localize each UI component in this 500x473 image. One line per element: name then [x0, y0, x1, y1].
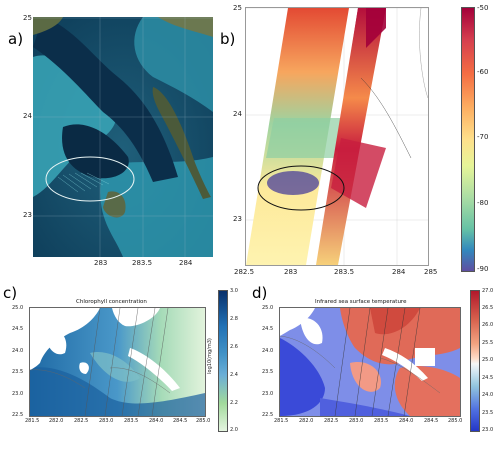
panel-d-ytick: 25.0	[262, 305, 274, 311]
sar-colorbar-tick: -90	[477, 265, 489, 273]
panel-d-label: d)	[252, 284, 268, 302]
panel-d-xtick: 283.5	[374, 418, 389, 424]
panel-c-ytick: 25.0	[12, 305, 24, 311]
panel-d-xtick: 282.5	[324, 418, 339, 424]
panel-d-xtick: 281.5	[274, 418, 289, 424]
sar-image-panel	[245, 7, 429, 266]
panel-c-ytick: 22.5	[12, 412, 24, 418]
panel-b-ytick: 23	[233, 215, 242, 223]
panel-c-title: Chlorophyll concentration	[76, 299, 147, 305]
chlorophyll-colorbar-tick: 2.2	[230, 400, 238, 406]
panel-a-xtick: 284	[179, 259, 193, 267]
panel-c-ytick: 23.5	[12, 369, 24, 375]
panel-d-ytick: 23.5	[262, 369, 274, 375]
panel-d-xtick: 284.5	[424, 418, 439, 424]
chlorophyll-colorbar-tick: 2.8	[230, 316, 238, 322]
sst-colorbar-tick: 27.0	[482, 288, 494, 294]
panel-c-xtick: 283.0	[99, 418, 114, 424]
panel-d-xtick: 284.0	[399, 418, 414, 424]
panel-a-xtick: 283.5	[132, 259, 153, 267]
panel-c-xtick: 284.5	[173, 418, 188, 424]
sst-colorbar-tick: 25.0	[482, 357, 494, 363]
sst-colorbar-tick: 23.5	[482, 410, 494, 416]
chlorophyll-colorbar-tick: 2.6	[230, 344, 238, 350]
panel-d-ytick: 24.0	[262, 348, 274, 354]
panel-c-xtick: 282.0	[49, 418, 64, 424]
sar-colorbar-tick: -80	[477, 199, 489, 207]
panel-d-title: Infrared sea surface temperature	[315, 299, 407, 305]
sst-map-panel	[279, 307, 461, 417]
panel-a-ytick: 23	[23, 211, 32, 219]
sst-colorbar-tick: 26.0	[482, 322, 494, 328]
panel-b-xtick: 282.5	[234, 268, 255, 276]
chlorophyll-map-panel	[29, 307, 206, 417]
panel-c-xtick: 281.5	[25, 418, 40, 424]
sst-map	[280, 308, 460, 416]
panel-b-ytick: 24	[233, 110, 242, 118]
panel-c-xtick: 285.0	[196, 418, 211, 424]
panel-c-xtick: 284.0	[149, 418, 164, 424]
panel-b-label: b)	[220, 30, 236, 48]
sar-colorbar	[461, 7, 475, 272]
sar-colorbar-tick: -50	[477, 4, 489, 12]
panel-b-xtick: 283.5	[334, 268, 355, 276]
panel-a-ytick: 25	[23, 14, 32, 22]
sst-colorbar-tick: 24.0	[482, 392, 494, 398]
sar-colorbar-tick: -60	[477, 68, 489, 76]
panel-b-ytick: 25	[233, 4, 242, 12]
panel-d-xtick: 285.0	[448, 418, 463, 424]
panel-b-xtick: 285	[424, 268, 438, 276]
chlorophyll-map	[30, 308, 205, 416]
sar-colorbar-tick: -70	[477, 133, 489, 141]
chlorophyll-colorbar-label: log10(mg/m3)	[206, 338, 213, 374]
panel-c-ytick: 23.0	[12, 391, 24, 397]
panel-c-ytick: 24.5	[12, 326, 24, 332]
panel-d-xtick: 283.0	[349, 418, 364, 424]
sar-image	[246, 8, 428, 265]
panel-c-label: c)	[3, 284, 18, 302]
satellite-image	[33, 17, 213, 257]
panel-d-ytick: 22.5	[262, 412, 274, 418]
panel-c-xtick: 282.5	[74, 418, 89, 424]
sst-colorbar-tick: 26.5	[482, 305, 494, 311]
panel-c-ytick: 24.0	[12, 348, 24, 354]
panel-a-xtick: 283	[94, 259, 108, 267]
panel-d-ytick: 23.0	[262, 391, 274, 397]
panel-a-ytick: 24	[23, 112, 32, 120]
sst-colorbar-tick: 24.5	[482, 375, 494, 381]
panel-d-xtick: 282.0	[299, 418, 314, 424]
sst-colorbar	[470, 290, 480, 432]
panel-c-xtick: 283.5	[124, 418, 139, 424]
panel-b-xtick: 284	[392, 268, 406, 276]
chlorophyll-colorbar	[218, 290, 228, 432]
sst-colorbar-tick: 25.5	[482, 340, 494, 346]
panel-a-label: a)	[8, 30, 24, 48]
chlorophyll-colorbar-tick: 2.0	[230, 427, 238, 433]
sst-colorbar-tick: 23.0	[482, 427, 494, 433]
chlorophyll-colorbar-tick: 3.0	[230, 288, 238, 294]
chlorophyll-colorbar-tick: 2.4	[230, 372, 238, 378]
satellite-image-panel	[33, 17, 213, 257]
panel-d-ytick: 24.5	[262, 326, 274, 332]
panel-b-xtick: 283	[284, 268, 298, 276]
